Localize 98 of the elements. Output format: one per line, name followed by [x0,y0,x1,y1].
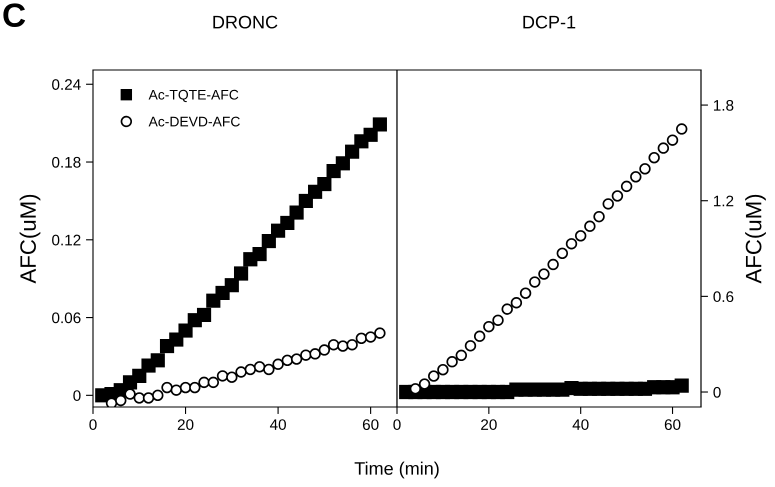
point [152,390,164,402]
y-axis-title: AFC(uM) [20,194,40,284]
point [252,246,267,262]
x-tick-label: 40 [270,419,286,430]
chart-title: DCP-1 [523,16,576,29]
y-tick-label: 0.24 [52,79,81,90]
x-tick-label: 20 [178,419,194,430]
x-axis-title: Time (min) [354,462,439,478]
legend-label: Ac-DEVD-AFC [148,116,240,126]
chart-title: DRONC [213,16,278,29]
point [666,134,678,146]
point [364,331,376,343]
point [602,198,614,210]
point [216,370,228,382]
x-tick-label: 0 [89,419,97,430]
point [309,348,321,360]
point [566,238,578,250]
point [328,339,340,350]
y-tick-label: 0.12 [52,234,80,246]
point [612,190,624,202]
point [648,152,660,164]
point [317,176,332,192]
point [161,382,173,394]
text: C [3,3,26,27]
point [272,358,284,370]
x-tick-label: 40 [572,419,589,430]
point [178,323,193,338]
point [180,382,192,394]
point [226,371,238,383]
point [196,308,212,322]
y-tick-label: 0.18 [52,156,81,168]
point [290,353,302,365]
point [224,278,239,292]
point [520,287,532,299]
point [364,128,378,142]
point [502,303,513,315]
point [630,171,642,183]
y2-tick-label: 1.8 [714,100,734,111]
point [244,364,256,376]
point [492,314,504,326]
point [300,349,312,361]
point [262,234,276,248]
point [620,180,632,192]
point [547,258,559,270]
point [372,117,387,132]
point [263,364,275,376]
point [208,376,219,388]
point [446,356,458,368]
y2-axis-title: AFC(uM) [745,194,766,284]
point [345,144,360,159]
point [593,210,605,222]
legend-label: Ac-TQTE-AFC [148,90,238,102]
point [134,392,145,404]
point [474,330,486,342]
point [464,340,476,352]
x-tick-label: 60 [362,419,379,430]
point [428,370,440,382]
point [676,123,688,135]
x-tick-label: 60 [664,419,680,430]
y2-tick-label: 0.6 [713,291,734,302]
point [150,353,165,368]
y2-tick-label: 0 [713,386,721,398]
point [456,350,467,362]
point [346,339,358,350]
point [337,340,349,352]
point [510,297,522,308]
point [189,382,200,394]
point [538,268,550,280]
point [336,156,350,170]
point [356,332,368,344]
point [639,163,651,175]
x-tick-label: 0 [393,419,401,430]
point [124,388,136,400]
point [290,205,304,220]
point [170,384,182,396]
point [574,230,586,242]
point [556,248,568,260]
point [674,378,689,393]
point [437,364,449,376]
point [132,368,146,383]
point [282,354,294,366]
y2-tick-label: 1.2 [714,196,734,206]
point [374,327,386,339]
point [529,276,540,288]
point [235,366,247,378]
point [280,216,294,230]
point [254,361,266,373]
y-tick-label: 0.06 [52,312,81,324]
point [483,320,495,332]
x-tick-label: 20 [481,419,497,430]
point [142,392,154,404]
point [418,378,430,390]
point [234,266,248,281]
y-tick-label: 0 [73,390,81,402]
point [198,376,210,388]
point [318,344,330,356]
point [658,142,670,154]
point [584,220,596,232]
